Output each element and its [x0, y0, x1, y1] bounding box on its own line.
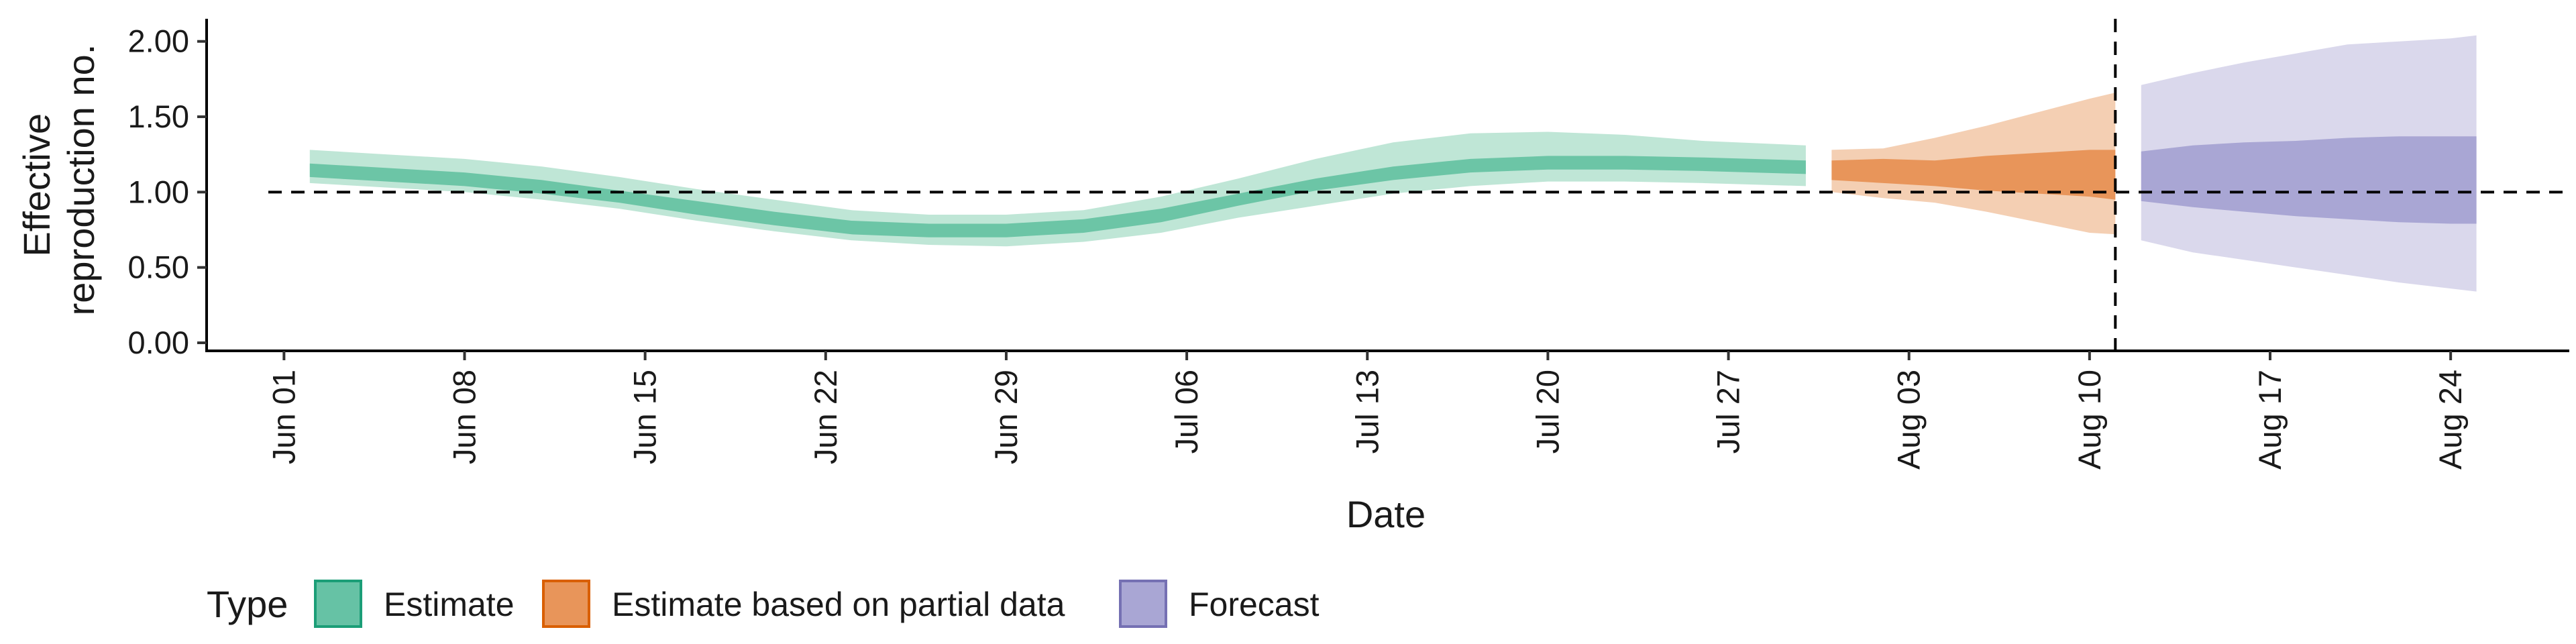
band-50-estimate-based-on-partial-data: [1831, 150, 2116, 200]
legend: Type Estimate Estimate based on partial d…: [207, 580, 1320, 628]
x-tick-label: Aug 03: [1891, 370, 1927, 470]
plot-area: [268, 19, 2569, 351]
x-tick-label: Jul 20: [1529, 370, 1565, 453]
y-tick-label: 1.50: [128, 99, 189, 134]
x-tick-label: Jun 29: [988, 370, 1024, 464]
y-axis-ticks: 0.00 0.50 1.00 1.50 2.00: [128, 23, 207, 360]
x-tick-label: Aug 17: [2252, 370, 2288, 470]
legend-items: Estimate Estimate based on partial data Fo…: [314, 580, 1320, 628]
legend-key-forecast: [1119, 580, 1167, 628]
legend-label-estimate: Estimate: [384, 586, 515, 623]
legend-key-estimate: [314, 580, 362, 628]
y-tick-label: 1.00: [128, 174, 189, 209]
y-axis-title: Effective reproduction no.: [15, 44, 102, 316]
y-axis-title-line-2: reproduction no.: [60, 44, 102, 316]
band-50-forecast: [2141, 136, 2477, 224]
band-50-estimate: [309, 156, 1806, 237]
band-90-estimate: [309, 131, 1806, 247]
y-tick-label: 0.00: [128, 325, 189, 360]
x-tick-label: Jun 22: [808, 370, 843, 464]
x-tick-label: Jul 13: [1349, 370, 1385, 453]
y-tick-label: 0.50: [128, 250, 189, 285]
axes: 0.000.501.001.502.00 Jun 01 Jun 08 Jun 15 J…: [128, 19, 2569, 470]
y-tick-label: 2.00: [128, 23, 189, 59]
x-axis-title: Date: [1346, 493, 1426, 535]
x-tick-label: Jun 15: [627, 370, 663, 464]
legend-label-forecast: Forecast: [1189, 586, 1320, 623]
legend-title: Type: [207, 583, 288, 625]
x-tick-label: Aug 10: [2072, 370, 2107, 470]
uncertainty-bands: [309, 35, 2477, 292]
x-axis-ticks: Jun 01 Jun 08 Jun 15 Jun 22 Jun 29 Jul 06 Jul …: [266, 351, 2468, 470]
x-tick-label: Jul 06: [1169, 370, 1204, 453]
x-tick-label: Aug 24: [2432, 370, 2468, 470]
legend-label-estimate-based-on-partial-data: Estimate based on partial data: [612, 586, 1065, 623]
y-axis-title-line-1: Effective: [15, 113, 58, 257]
x-tick-label: Jun 01: [266, 370, 301, 464]
x-tick-label: Jul 27: [1711, 370, 1746, 453]
legend-key-estimate-based-on-partial-data: [542, 580, 590, 628]
x-tick-label: Jun 08: [447, 370, 482, 464]
